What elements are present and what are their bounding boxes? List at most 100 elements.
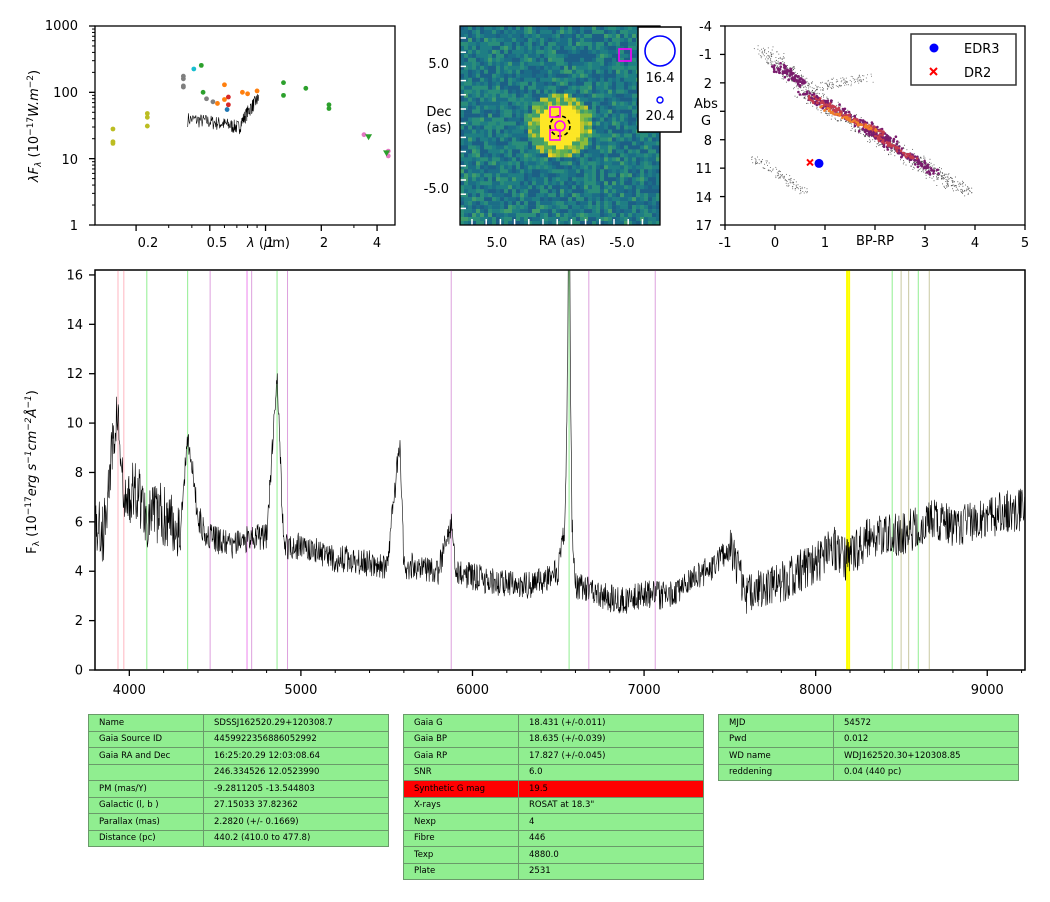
cutout-pixel — [584, 45, 589, 51]
cutout-pixel — [596, 73, 601, 79]
cutout-pixel — [532, 45, 537, 51]
sed-point — [198, 62, 204, 68]
cutout-pixel — [588, 101, 593, 106]
cutout-pixel — [500, 121, 505, 126]
cutout-pixel — [476, 53, 481, 59]
cutout-pixel — [628, 41, 633, 47]
cutout-pixel — [604, 65, 609, 71]
hrd-density-point — [912, 148, 914, 150]
cutout-pixel — [500, 53, 505, 59]
hrd-density-point — [842, 77, 844, 79]
cutout-pixel — [600, 173, 605, 178]
cutout-pixel — [656, 133, 661, 138]
cutout-pixel — [612, 129, 617, 134]
cutout-pixel — [492, 197, 497, 202]
hrd-xtick: 1 — [821, 236, 829, 251]
cutout-pixel — [488, 121, 493, 126]
cutout-pixel — [548, 177, 553, 182]
hrd-density-point — [823, 93, 825, 95]
cutout-pixel — [460, 81, 465, 86]
cutout-pixel — [540, 61, 545, 67]
cutout-pixel — [580, 89, 585, 94]
cutout-pixel — [620, 77, 625, 83]
cutout-pixel — [596, 221, 601, 226]
cutout-pixel — [496, 37, 501, 43]
cutout-pixel — [632, 57, 637, 63]
cutout-pixel — [604, 93, 609, 98]
cutout-pixel — [476, 177, 481, 182]
hrd-density-point — [775, 62, 777, 64]
cutout-pixel — [596, 61, 601, 67]
hrd-density-point — [929, 164, 931, 166]
cutout-pixel — [652, 161, 657, 166]
cutout-pixel — [644, 209, 649, 214]
hrd-density-point — [816, 96, 820, 99]
cutout-pixel — [592, 169, 597, 174]
hrd-density-point — [835, 113, 838, 117]
cutout-pixel — [504, 26, 509, 31]
cutout-pixel — [468, 177, 473, 182]
cutout-pixel — [592, 149, 597, 154]
cutout-pixel — [604, 221, 609, 226]
cutout-pixel — [528, 45, 533, 51]
hrd-density-point — [870, 73, 872, 75]
cutout-pixel — [492, 189, 497, 194]
cutout-pixel — [484, 26, 489, 31]
cutout-pixel — [560, 217, 565, 222]
cutout-pixel — [492, 26, 497, 31]
cutout-pixel — [576, 209, 581, 214]
hrd-density-point — [789, 175, 791, 177]
hrd-density-point — [783, 66, 786, 70]
cutout-pixel — [576, 57, 581, 63]
hrd-density-point — [828, 86, 830, 88]
cutout-pixel — [644, 153, 649, 158]
hrd-density-point — [936, 178, 938, 180]
cutout-pixel — [520, 109, 525, 114]
cutout-pixel — [504, 33, 509, 39]
spectrum-xtick-label: 4000 — [113, 683, 146, 698]
cutout-pixel — [480, 153, 485, 158]
cutout-pixel — [532, 181, 537, 186]
cutout-pixel — [552, 33, 557, 39]
cutout-pixel — [512, 26, 517, 31]
cutout-pixel — [532, 33, 537, 39]
cutout-pixel — [464, 145, 469, 150]
hrd-density-point — [933, 167, 935, 169]
cutout-pixel — [504, 217, 509, 222]
cutout-pixel — [532, 53, 537, 59]
cutout-pixel — [592, 193, 597, 198]
cutout-pixel — [564, 33, 569, 39]
hrd-density-point — [757, 45, 759, 47]
cutout-ylabel-line1: Dec — [426, 105, 451, 120]
cutout-pixel — [628, 89, 633, 94]
cutout-pixel — [628, 205, 633, 210]
cutout-pixel — [488, 201, 493, 206]
cutout-pixel — [524, 145, 529, 150]
hrd-density-point — [806, 77, 808, 79]
hrd-density-point — [817, 92, 819, 94]
cutout-pixel — [496, 69, 501, 75]
hrd-density-point — [770, 54, 772, 56]
cutout-pixel — [608, 201, 613, 206]
cutout-pixel — [504, 81, 509, 86]
hrd-density-point — [832, 87, 834, 89]
cutout-pixel — [652, 169, 657, 174]
cutout-pixel — [576, 113, 581, 118]
hrd-density-point — [789, 67, 793, 71]
cutout-pixel — [604, 141, 609, 146]
hrd-density-point — [843, 78, 845, 80]
cutout-pixel — [500, 201, 505, 206]
hrd-density-point — [812, 101, 815, 104]
cutout-pixel — [476, 189, 481, 194]
cutout-pixel — [508, 53, 513, 59]
cutout-pixel — [588, 85, 593, 90]
cutout-pixel — [568, 129, 573, 134]
hrd-density-point — [857, 79, 859, 81]
cutout-pixel — [472, 73, 477, 79]
hrd-density-point — [937, 175, 939, 176]
cutout-pixel — [480, 141, 485, 146]
cutout-pixel — [464, 49, 469, 55]
hrd-density-point — [828, 104, 832, 107]
cutout-pixel — [552, 217, 557, 222]
cutout-pixel — [496, 153, 501, 158]
